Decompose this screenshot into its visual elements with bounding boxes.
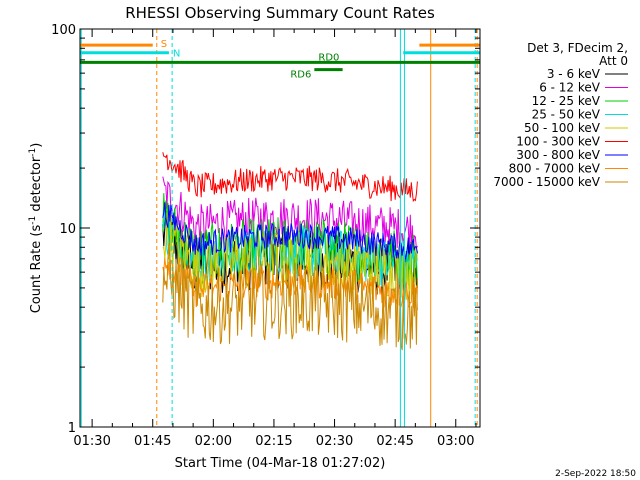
legend-header-line2: Att 0 xyxy=(599,54,628,68)
series-line-8 xyxy=(162,243,418,351)
data-layer xyxy=(162,152,418,351)
series-line-7 xyxy=(162,256,418,311)
flag-label-rd0: RD0 xyxy=(318,52,339,63)
tick-layer: 01:30 01:45 02:00 02:15 02:30 02:45 03:00 1 10 10… xyxy=(51,23,480,449)
legend-label-2: 12 - 25 keV xyxy=(532,94,601,108)
flag-label-s: S xyxy=(161,39,167,50)
x-tick-label: 02:45 xyxy=(376,434,413,449)
chart-title: RHESSI Observing Summary Count Rates xyxy=(125,4,435,22)
x-tick-label: 01:30 xyxy=(73,434,110,449)
legend-label-6: 300 - 800 keV xyxy=(516,148,600,162)
y-axis-label: Count Rate (s-1 detector-1) xyxy=(28,143,44,314)
legend-header-line1: Det 3, FDecim 2, xyxy=(527,41,628,55)
legend-label-7: 800 - 7000 keV xyxy=(509,162,601,176)
footer-timestamp: 2-Sep-2022 18:50 xyxy=(555,469,636,479)
x-tick-label: 03:00 xyxy=(437,434,474,449)
x-tick-label: 02:15 xyxy=(255,434,292,449)
series-line-5 xyxy=(162,152,418,203)
x-axis-label: Start Time (04-Mar-18 01:27:02) xyxy=(175,456,386,471)
x-tick-label: 02:00 xyxy=(195,434,232,449)
y-tick-label: 100 xyxy=(51,23,76,38)
flag-label-rd6: RD6 xyxy=(290,70,311,81)
y-tick-label: 1 xyxy=(68,421,76,436)
legend-label-3: 25 - 50 keV xyxy=(532,108,601,122)
legend-label-5: 100 - 300 keV xyxy=(516,135,600,149)
x-tick-label: 02:30 xyxy=(316,434,353,449)
legend-label-0: 3 - 6 keV xyxy=(547,67,601,81)
x-tick-label: 01:45 xyxy=(134,434,171,449)
flag-label-n: N xyxy=(173,49,180,60)
flag-layer: SN RD0 RD6 xyxy=(80,29,480,427)
legend-label-1: 6 - 12 keV xyxy=(539,81,601,95)
series-line-6 xyxy=(162,202,418,260)
y-tick-label: 10 xyxy=(59,222,76,237)
legend-label-4: 50 - 100 keV xyxy=(524,121,601,135)
legend-label-8: 7000 - 15000 keV xyxy=(493,175,600,189)
